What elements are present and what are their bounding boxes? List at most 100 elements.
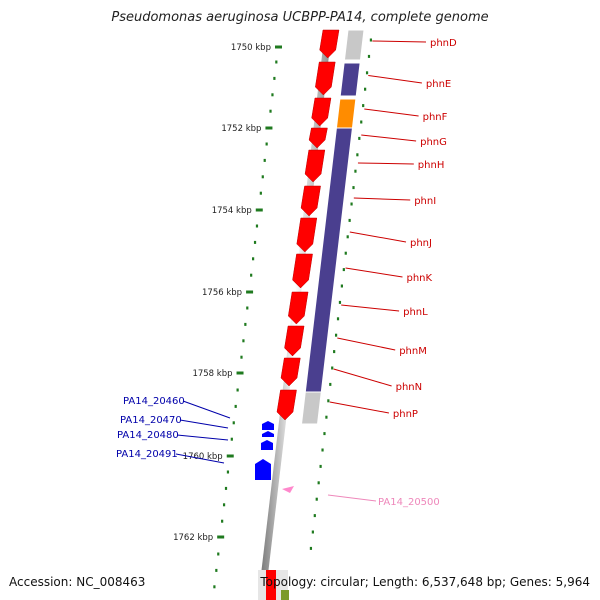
right-scale-dot bbox=[317, 481, 320, 485]
genome-summary: Topology: circular; Length: 6,537,648 bp… bbox=[260, 575, 590, 589]
right-scale-dot bbox=[336, 317, 340, 321]
right-scale-dot bbox=[325, 415, 328, 419]
scale-dot bbox=[244, 322, 247, 326]
phn-gene-arrow bbox=[280, 357, 301, 387]
bottom-gene-red bbox=[266, 570, 276, 600]
phn-gene-arrow bbox=[276, 389, 297, 421]
scale-dot bbox=[253, 240, 257, 244]
right-tick-track bbox=[309, 38, 373, 550]
phn-gene-arrow bbox=[284, 325, 305, 357]
phn-gene-arrow bbox=[311, 97, 332, 127]
right-scale-dot bbox=[340, 284, 343, 288]
phn-gene-label: phnI bbox=[414, 196, 436, 207]
scale-dot bbox=[250, 273, 253, 277]
accession-label: Accession: NC_008463 bbox=[9, 575, 146, 589]
right-scale-dot bbox=[327, 399, 330, 403]
right-scale-dot bbox=[311, 530, 314, 534]
right-scale-dot bbox=[315, 497, 318, 501]
phn-leader-line bbox=[329, 401, 389, 414]
scale-dot bbox=[242, 339, 245, 343]
scale-track bbox=[213, 45, 282, 589]
bottom-gene-green bbox=[281, 590, 289, 600]
scale-dot bbox=[236, 388, 239, 392]
scale-tick bbox=[265, 126, 273, 130]
scale-dot bbox=[217, 552, 220, 556]
scale-dot bbox=[259, 191, 262, 195]
right-scale-dot bbox=[323, 432, 326, 436]
operon-segment bbox=[335, 98, 357, 129]
phn-gene-arrow bbox=[292, 253, 313, 289]
right-scale-dot bbox=[338, 300, 342, 304]
phn-gene-arrow bbox=[300, 185, 321, 217]
phn-leader-line bbox=[364, 108, 419, 117]
right-scale-dot bbox=[354, 169, 357, 173]
pa14-gene-label: PA14_20480 bbox=[117, 430, 179, 441]
scale-dot bbox=[271, 93, 274, 97]
right-scale-dot bbox=[367, 54, 371, 58]
scale-tick bbox=[274, 45, 282, 49]
phn-gene-arrow bbox=[288, 291, 309, 325]
operon-segment bbox=[300, 391, 322, 425]
phn-gene-label: phnJ bbox=[410, 238, 432, 249]
right-scale-dot bbox=[364, 87, 367, 91]
right-scale-dot bbox=[333, 350, 336, 354]
phn-gene-label: phnE bbox=[426, 79, 451, 90]
scale-tick-label: 1756 kbp bbox=[202, 288, 242, 298]
scale-labels: 1750 kbp 1752 kbp 1754 kbp 1756 kbp 1758 kbp… bbox=[173, 43, 271, 543]
scale-tick-label: 1754 kbp bbox=[212, 206, 252, 216]
scale-dot bbox=[269, 109, 272, 113]
scale-dot bbox=[252, 257, 255, 261]
right-scale-dot bbox=[344, 251, 347, 255]
phn-leader-line bbox=[337, 337, 396, 351]
scale-dot bbox=[246, 306, 249, 310]
scale-dot bbox=[222, 503, 226, 507]
pink-gene-track: PA14_20500 bbox=[282, 486, 440, 508]
phn-gene-arrow bbox=[315, 61, 336, 96]
scale-dot bbox=[213, 585, 216, 589]
phn-gene-label: phnM bbox=[399, 346, 427, 357]
right-scale-dot bbox=[321, 448, 324, 452]
right-scale-dot bbox=[352, 186, 355, 190]
right-scale-dot bbox=[369, 38, 373, 42]
scale-tick bbox=[236, 371, 244, 375]
phn-labels: phnD phnE phnF phnG phnH phnI phnJ phnK phnL phnM… bbox=[329, 38, 457, 420]
scale-dot bbox=[255, 224, 259, 228]
operon-segment bbox=[339, 62, 361, 97]
scale-dot bbox=[273, 76, 276, 80]
pa14-leader-line bbox=[182, 400, 231, 419]
right-scale-dot bbox=[358, 136, 361, 140]
phn-gene-arrow bbox=[319, 29, 340, 59]
scale-tick bbox=[226, 454, 234, 458]
phn-gene-arrow bbox=[308, 127, 328, 149]
phn-leader-line bbox=[353, 197, 411, 201]
phn-leader-line bbox=[349, 231, 407, 243]
right-scale-dot bbox=[331, 366, 334, 370]
phn-gene-label: phnN bbox=[396, 382, 423, 393]
right-scale-dot bbox=[360, 120, 363, 124]
phn-gene-arrow bbox=[296, 217, 318, 253]
scale-dot bbox=[224, 486, 228, 490]
scale-dot bbox=[265, 142, 268, 146]
phn-gene-label: phnD bbox=[430, 38, 457, 49]
phn-gene-label: phnL bbox=[403, 307, 428, 318]
scale-dot bbox=[263, 158, 266, 162]
phn-leader-line bbox=[361, 134, 417, 142]
phn-leader-line bbox=[333, 368, 392, 387]
phn-leader-line bbox=[345, 267, 403, 278]
scale-dot bbox=[232, 421, 235, 425]
pa14-gene-arrow bbox=[255, 459, 271, 480]
pa14-leader-line bbox=[176, 434, 229, 441]
scale-tick-label: 1760 kbp bbox=[183, 452, 223, 462]
operon-track bbox=[300, 29, 365, 425]
pa14-gene-label: PA14_20491 bbox=[116, 449, 178, 460]
phn-gene-arrow bbox=[304, 149, 326, 183]
pa14-leader-line bbox=[175, 453, 225, 464]
phn-gene-label: phnG bbox=[420, 137, 447, 148]
right-scale-dot bbox=[350, 202, 353, 206]
scale-tick bbox=[246, 290, 254, 294]
scale-tick-label: 1758 kbp bbox=[192, 369, 232, 379]
right-scale-dot bbox=[348, 218, 351, 222]
scale-dot bbox=[234, 404, 237, 408]
phn-gene-label: phnH bbox=[418, 160, 445, 171]
